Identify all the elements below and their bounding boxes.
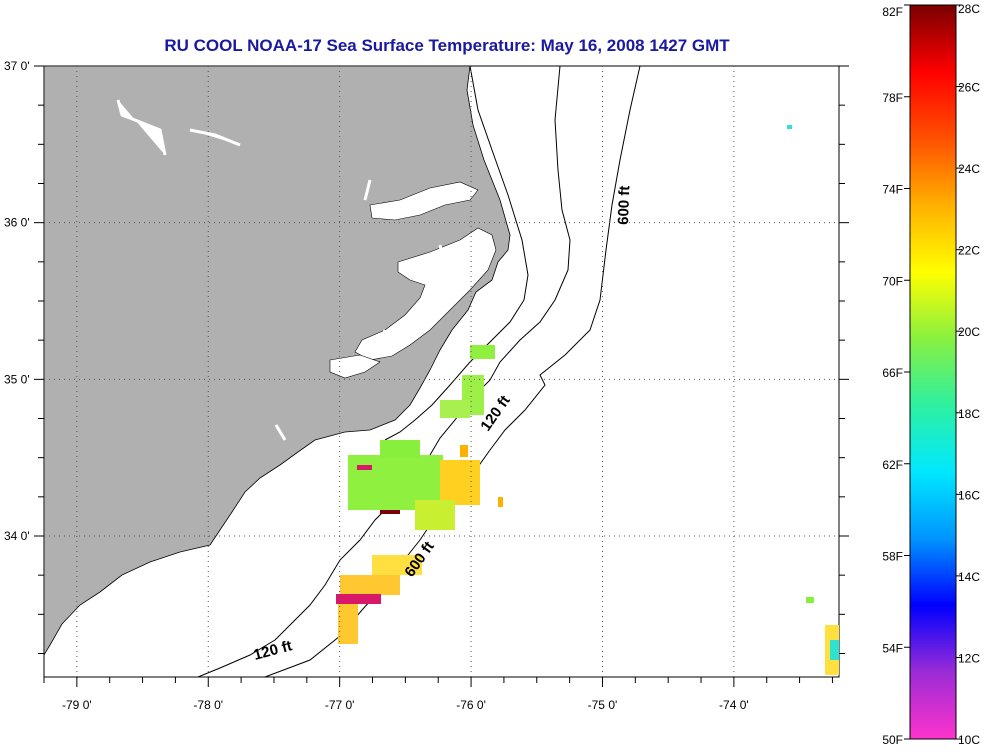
colorbar-f-label: 82F bbox=[882, 5, 903, 19]
lon-tick-label: -75 0' bbox=[588, 698, 618, 712]
colorbar-c-label: 28C bbox=[958, 2, 980, 16]
lat-tick-label: 37 0' bbox=[4, 59, 30, 73]
sst-patch bbox=[357, 465, 372, 470]
colorbar-c-label: 14C bbox=[958, 570, 980, 584]
contour-120ft bbox=[197, 66, 571, 677]
colorbar-f-label: 50F bbox=[882, 733, 903, 747]
colorbar-c-label: 10C bbox=[958, 733, 980, 747]
colorbar-f-label: 70F bbox=[882, 274, 903, 288]
sst-patch bbox=[336, 594, 381, 604]
axis-ticks: 37 0' 36 0' 35 0' 34 0' -79 0' -78 0' -77 0' -7… bbox=[4, 59, 849, 712]
colorbar-f-label: 66F bbox=[882, 366, 903, 380]
sst-data-layer bbox=[336, 125, 839, 675]
pamlico-sound bbox=[354, 227, 497, 361]
sst-patch bbox=[440, 400, 470, 418]
colorbar-c-label: 26C bbox=[958, 81, 980, 95]
sst-patch bbox=[470, 345, 495, 359]
colorbar-c-label: 12C bbox=[958, 651, 980, 665]
lat-tick-label: 35 0' bbox=[4, 372, 30, 386]
lon-tick-label: -79 0' bbox=[62, 698, 92, 712]
sst-patch bbox=[460, 445, 468, 457]
colorbar-c-label: 24C bbox=[958, 162, 980, 176]
lat-tick-label: 36 0' bbox=[4, 216, 30, 230]
lon-tick-label: -78 0' bbox=[193, 698, 223, 712]
sst-patch bbox=[340, 575, 400, 595]
colorbar-c-label: 20C bbox=[958, 325, 980, 339]
sst-patch bbox=[440, 460, 480, 505]
sst-patch bbox=[380, 440, 420, 458]
sst-patch bbox=[338, 604, 358, 644]
sst-patch bbox=[415, 500, 455, 530]
sst-patch bbox=[830, 640, 839, 660]
river-upper-a bbox=[116, 99, 241, 156]
contour-label-600ft-north: 600 ft bbox=[615, 185, 633, 225]
albemarle-sound bbox=[369, 181, 479, 221]
river-upper-b bbox=[274, 179, 447, 441]
lon-tick-label: -77 0' bbox=[325, 698, 355, 712]
sst-patch bbox=[787, 125, 792, 129]
colorbar-f-label: 74F bbox=[882, 183, 903, 197]
sst-patch bbox=[498, 497, 503, 507]
lon-tick-label: -76 0' bbox=[456, 698, 486, 712]
map-title: RU COOL NOAA-17 Sea Surface Temperature:… bbox=[164, 36, 730, 55]
colorbar-celsius-scale: 28C 26C 24C 22C 20C 18C 16C 14C 12C 10C bbox=[956, 2, 980, 747]
colorbar-c-label: 18C bbox=[958, 407, 980, 421]
colorbar-c-label: 22C bbox=[958, 244, 980, 258]
outer-banks-line bbox=[384, 66, 529, 441]
colorbar-f-label: 62F bbox=[882, 458, 903, 472]
gridlines bbox=[44, 66, 839, 677]
colorbar-f-label: 54F bbox=[882, 641, 903, 655]
lon-tick-label: -74 0' bbox=[719, 698, 749, 712]
colorbar bbox=[909, 4, 957, 740]
sst-patch bbox=[380, 510, 400, 514]
sst-patch bbox=[806, 597, 814, 603]
neuse-river bbox=[329, 354, 381, 379]
colorbar-f-label: 78F bbox=[882, 91, 903, 105]
colorbar-fahrenheit-scale: 82F 78F 74F 70F 66F 62F 58F 54F 50F bbox=[882, 4, 910, 747]
sst-patch bbox=[372, 555, 422, 575]
lat-tick-label: 34 0' bbox=[4, 529, 30, 543]
colorbar-c-label: 16C bbox=[958, 488, 980, 502]
colorbar-f-label: 58F bbox=[882, 550, 903, 564]
